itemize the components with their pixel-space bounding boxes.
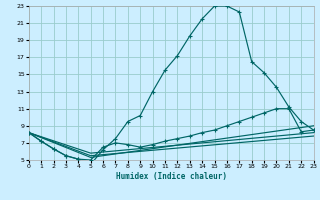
X-axis label: Humidex (Indice chaleur): Humidex (Indice chaleur)	[116, 172, 227, 181]
